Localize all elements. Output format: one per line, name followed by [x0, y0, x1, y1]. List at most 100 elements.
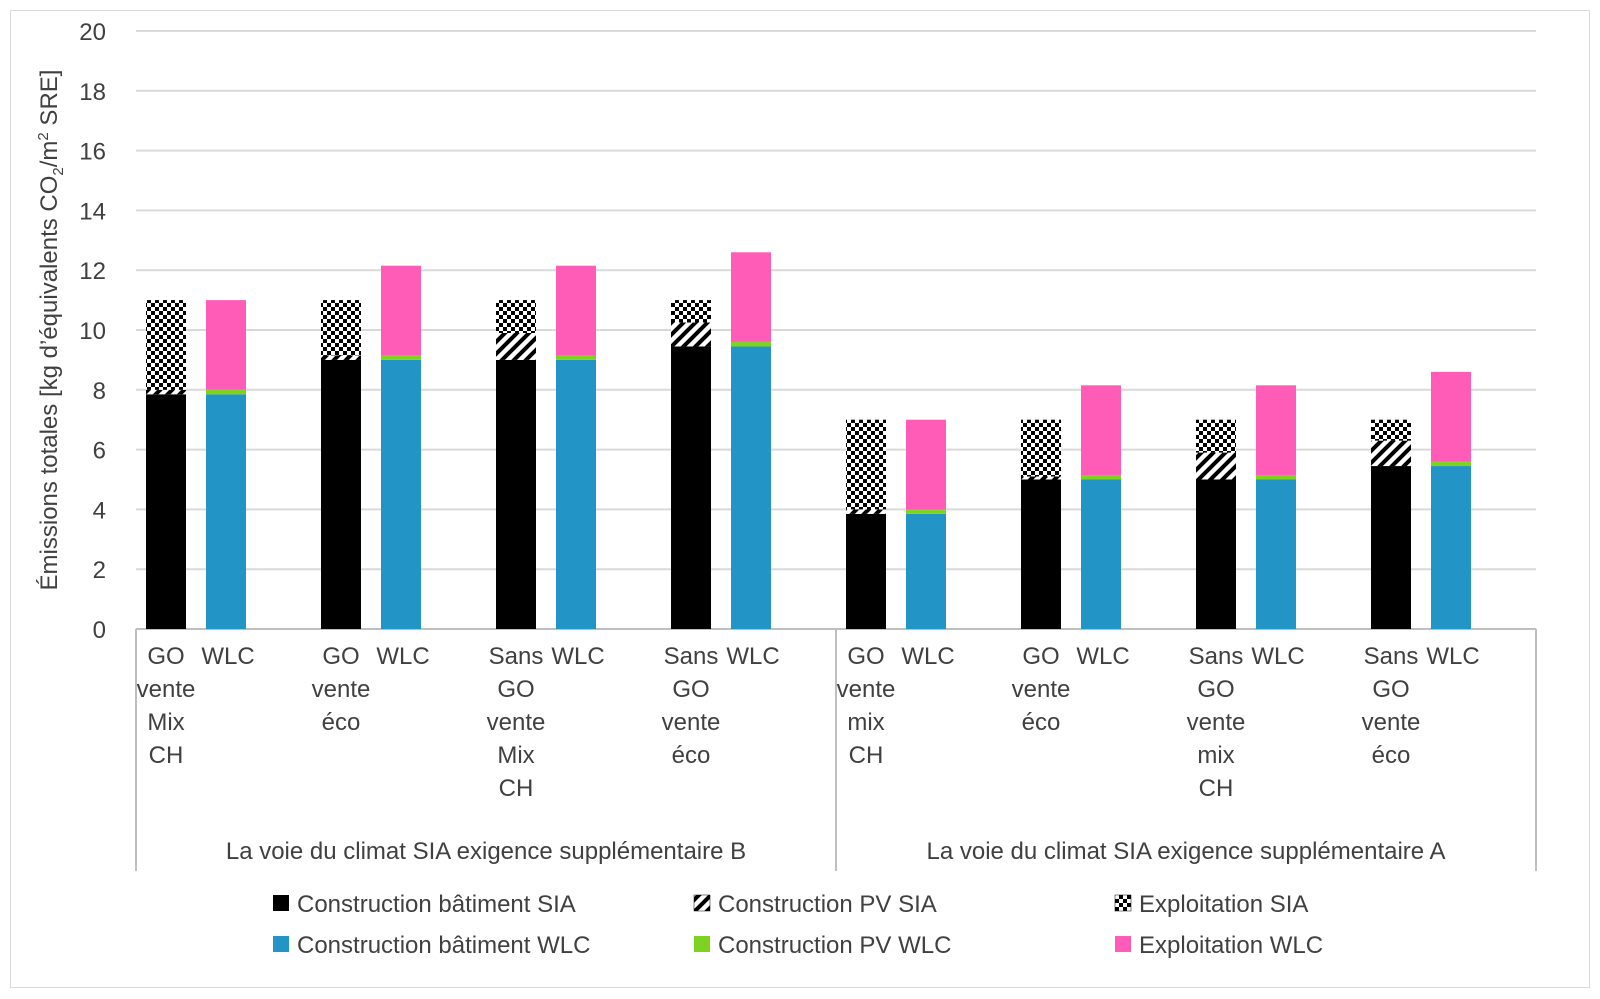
category-label-line: vente — [312, 676, 371, 703]
category-label-line: mix — [847, 709, 884, 736]
category-label-line: GO — [847, 643, 884, 670]
legend-label: Construction PV SIA — [718, 891, 937, 918]
y-axis-title-end: SRE] — [36, 70, 63, 133]
y-axis-title-mid: /m — [36, 141, 63, 168]
category-label-line: CH — [1199, 775, 1234, 802]
category-label-line: Sans — [1364, 643, 1419, 670]
category-label-line: éco — [1022, 709, 1061, 736]
bar-exploitation-sia — [321, 300, 361, 356]
bar-exploitation-wlc — [1431, 371, 1471, 462]
category-label-line: GO — [672, 676, 709, 703]
category-label-line: Sans — [489, 643, 544, 670]
y-tick-label: 8 — [93, 378, 106, 405]
bar-exploitation-wlc — [1081, 385, 1121, 476]
bar-construction-bâtiment-wlc — [731, 346, 771, 629]
bar-exploitation-sia — [496, 300, 536, 333]
bar-exploitation-wlc — [906, 419, 946, 510]
bar-exploitation-sia — [146, 300, 186, 390]
bar-construction-pv-sia — [671, 322, 711, 347]
y-tick-label: 20 — [79, 19, 106, 46]
category-label-line: vente — [837, 676, 896, 703]
y-tick-label: 18 — [79, 79, 106, 106]
legend-label: Construction bâtiment SIA — [297, 891, 576, 918]
bar-exploitation-sia — [846, 419, 886, 510]
bar-construction-pv-wlc — [1081, 475, 1121, 480]
gridlines — [136, 30, 1536, 571]
y-axis-title-sub: 2 — [50, 167, 67, 175]
bar-construction-bâtiment-sia — [146, 394, 186, 629]
category-labels: GO vente Mix CH WLC GO vente éco WLC Sans GO vente M… — [137, 643, 1480, 865]
bar-construction-pv-wlc — [206, 389, 246, 395]
bar-construction-bâtiment-sia — [496, 359, 536, 629]
bar-construction-pv-sia — [1196, 452, 1236, 480]
category-label-line: GO — [1197, 676, 1234, 703]
bars — [146, 252, 1471, 629]
category-label-line: GO — [1022, 643, 1059, 670]
legend-label: Exploitation SIA — [1139, 891, 1308, 918]
bar-construction-pv-sia — [496, 332, 536, 360]
y-axis-title-sup: 2 — [35, 132, 52, 140]
bar-construction-pv-wlc — [1431, 461, 1471, 467]
y-tick-label: 2 — [93, 557, 106, 584]
category-label-wlc: WLC — [551, 643, 604, 670]
bar-exploitation-sia — [1021, 419, 1061, 477]
category-label-line: vente — [662, 709, 721, 736]
category-label-wlc: WLC — [726, 643, 779, 670]
bar-construction-pv-sia — [1021, 476, 1061, 480]
category-label-wlc: WLC — [376, 643, 429, 670]
bar-construction-pv-sia — [1371, 440, 1411, 467]
legend-label: Construction PV WLC — [718, 932, 951, 959]
category-label-line: CH — [499, 775, 534, 802]
category-label-wlc: WLC — [1426, 643, 1479, 670]
y-tick-label: 14 — [79, 198, 106, 225]
bar-construction-bâtiment-wlc — [1431, 466, 1471, 629]
category-label-line: éco — [672, 742, 711, 769]
y-tick-label: 6 — [93, 438, 106, 465]
legend: Construction bâtiment SIA Construction PV… — [273, 891, 1323, 959]
legend-swatch — [1115, 936, 1131, 952]
bar-construction-bâtiment-sia — [1196, 479, 1236, 629]
category-label-line: Sans — [664, 643, 719, 670]
bar-construction-bâtiment-wlc — [206, 394, 246, 629]
category-label-line: éco — [322, 709, 361, 736]
bar-exploitation-sia — [1371, 419, 1411, 441]
group-label: La voie du climat SIA exigence supplémen… — [927, 838, 1446, 865]
bar-exploitation-wlc — [1256, 385, 1296, 476]
category-label-line: CH — [849, 742, 884, 769]
legend-swatch — [694, 936, 710, 952]
bar-exploitation-wlc — [381, 265, 421, 356]
category-label-line: mix — [1197, 742, 1234, 769]
bar-construction-bâtiment-sia — [1371, 466, 1411, 629]
bar-construction-bâtiment-sia — [321, 359, 361, 629]
y-axis-title-main: Émissions totales [kg d’équivalents CO — [36, 176, 63, 591]
bar-construction-bâtiment-sia — [1021, 479, 1061, 629]
legend-swatch — [273, 895, 289, 911]
category-label-line: GO — [497, 676, 534, 703]
category-label-line: GO — [322, 643, 359, 670]
bar-exploitation-wlc — [556, 265, 596, 356]
category-label-line: GO — [147, 643, 184, 670]
category-label-wlc: WLC — [201, 643, 254, 670]
y-tick-label: 16 — [79, 139, 106, 166]
category-label-line: GO — [1372, 676, 1409, 703]
bar-exploitation-sia — [1196, 419, 1236, 453]
category-label-line: Sans — [1189, 643, 1244, 670]
legend-label: Exploitation WLC — [1139, 932, 1323, 959]
axes: 0 2 4 6 8 10 12 14 16 18 20 Émissions totales [kg d… — [35, 19, 1537, 871]
bar-construction-pv-sia — [321, 355, 361, 360]
chart-frame: 0 2 4 6 8 10 12 14 16 18 20 Émissions totales [kg d… — [10, 10, 1590, 988]
category-label-line: CH — [149, 742, 184, 769]
category-label-line: vente — [1012, 676, 1071, 703]
bar-exploitation-wlc — [206, 300, 246, 390]
category-label-line: vente — [1187, 709, 1246, 736]
category-label-line: Mix — [497, 742, 534, 769]
category-label-line: éco — [1372, 742, 1411, 769]
bar-exploitation-sia — [671, 300, 711, 323]
bar-construction-pv-wlc — [1256, 475, 1296, 480]
bar-construction-pv-wlc — [731, 341, 771, 347]
legend-label: Construction bâtiment WLC — [297, 932, 590, 959]
group-label: La voie du climat SIA exigence supplémen… — [226, 838, 746, 865]
category-label-wlc: WLC — [901, 643, 954, 670]
legend-swatch — [1114, 894, 1132, 912]
category-label-line: vente — [1362, 709, 1421, 736]
